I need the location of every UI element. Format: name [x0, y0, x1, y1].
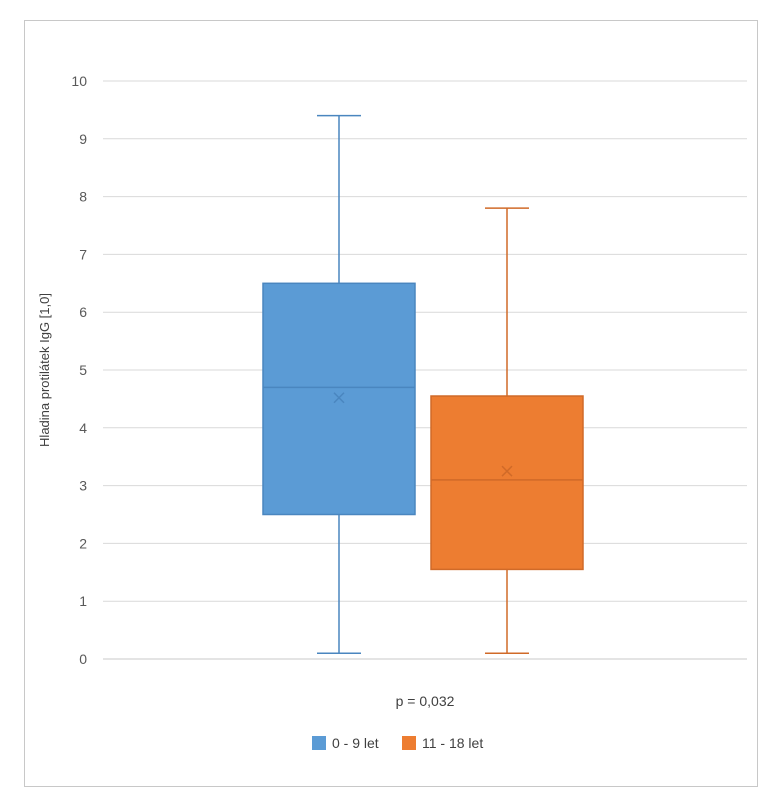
y-tick-label: 5: [79, 362, 87, 378]
legend-label: 0 - 9 let: [332, 735, 379, 751]
mean-marker: [333, 392, 345, 404]
chart-frame: 0 1 2 3 4 5 6 7 8 9 10 Hladina protilátek IgG [1,0…: [24, 20, 758, 787]
y-tick-label: 4: [79, 420, 87, 436]
mean-marker: [501, 465, 513, 477]
y-axis-label: Hladina protilátek IgG [1,0]: [37, 293, 52, 447]
legend-label: 11 - 18 let: [422, 735, 483, 751]
iqr-box: [430, 395, 584, 571]
x-axis-label: p = 0,032: [396, 693, 455, 709]
legend-swatch: [402, 736, 416, 750]
box-2: [430, 207, 584, 654]
y-tick-label: 8: [79, 189, 87, 205]
y-tick-label: 1: [79, 593, 87, 609]
legend-swatch: [312, 736, 326, 750]
y-tick-label: 3: [79, 478, 87, 494]
y-axis-ticks: 0 1 2 3 4 5 6 7 8 9 10: [71, 73, 87, 667]
y-tick-label: 6: [79, 304, 87, 320]
y-tick-label: 0: [79, 651, 87, 667]
box-1: [262, 114, 416, 654]
iqr-box: [262, 282, 416, 516]
legend: 0 - 9 let 11 - 18 let: [312, 735, 483, 751]
gridlines: [103, 80, 747, 660]
y-tick-label: 2: [79, 535, 87, 551]
box-plot-chart: 0 1 2 3 4 5 6 7 8 9 10 Hladina protilátek IgG [1,0…: [37, 73, 747, 751]
y-tick-label: 10: [71, 73, 87, 89]
y-tick-label: 9: [79, 131, 87, 147]
y-tick-label: 7: [79, 246, 87, 262]
boxes: [262, 114, 584, 654]
